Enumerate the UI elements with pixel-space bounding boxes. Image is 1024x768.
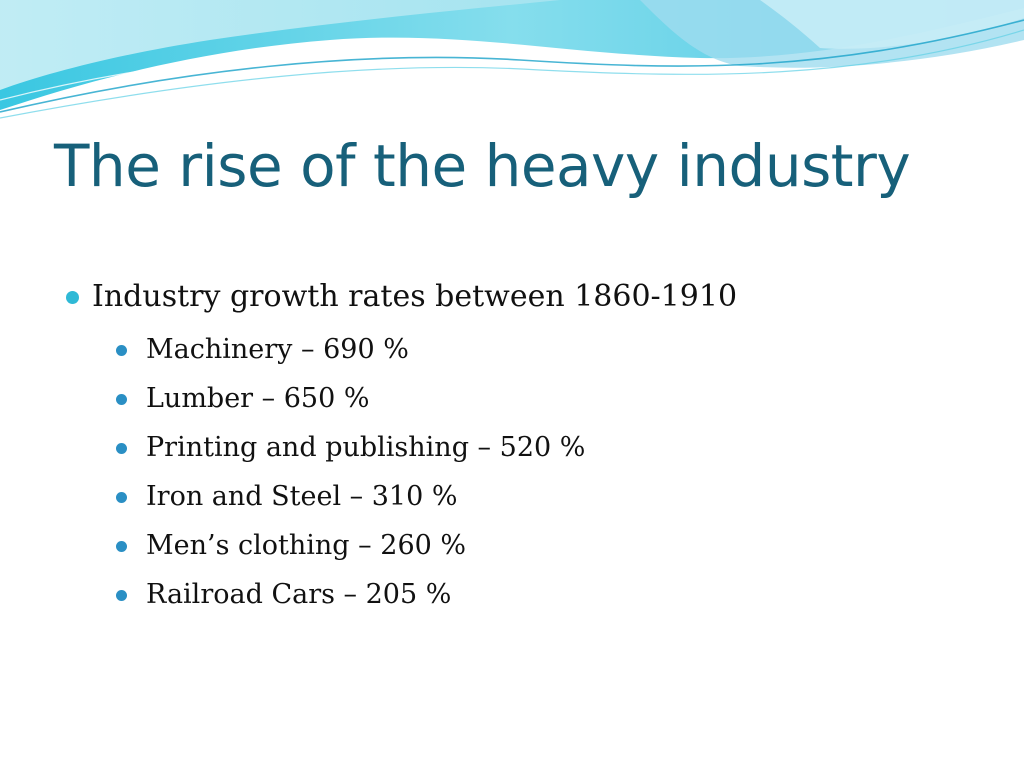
- sub-bullet-text: Machinery – 690 %: [146, 334, 409, 365]
- sub-bullet-text: Iron and Steel – 310 %: [146, 481, 458, 512]
- sub-bullet-text: Printing and publishing – 520 %: [146, 432, 586, 463]
- filled-circle-icon: [116, 394, 127, 405]
- sub-bullet-machinery: Machinery – 690 %: [116, 334, 409, 365]
- header-wave-decoration: [0, 0, 1024, 119]
- sub-bullet-mens-clothing: Men’s clothing – 260 %: [116, 530, 467, 561]
- filled-circle-icon: [116, 492, 127, 503]
- slide-title: The rise of the heavy industry: [54, 132, 911, 200]
- filled-circle-icon: [116, 541, 127, 552]
- sub-bullet-text: Men’s clothing – 260 %: [146, 530, 467, 561]
- sub-bullet-text: Railroad Cars – 205 %: [146, 579, 452, 610]
- filled-circle-icon: [116, 345, 127, 356]
- sub-bullet-lumber: Lumber – 650 %: [116, 383, 370, 414]
- sub-bullet-printing: Printing and publishing – 520 %: [116, 432, 586, 463]
- bullet-item-growth-rates: Industry growth rates between 1860-1910: [66, 279, 738, 314]
- sub-bullet-iron-steel: Iron and Steel – 310 %: [116, 481, 458, 512]
- filled-circle-icon: [116, 443, 127, 454]
- sub-bullet-text: Lumber – 650 %: [146, 383, 370, 414]
- filled-circle-icon: [66, 291, 79, 304]
- bullet-text: Industry growth rates between 1860-1910: [92, 279, 738, 314]
- sub-bullet-railroad-cars: Railroad Cars – 205 %: [116, 579, 452, 610]
- filled-circle-icon: [116, 590, 127, 601]
